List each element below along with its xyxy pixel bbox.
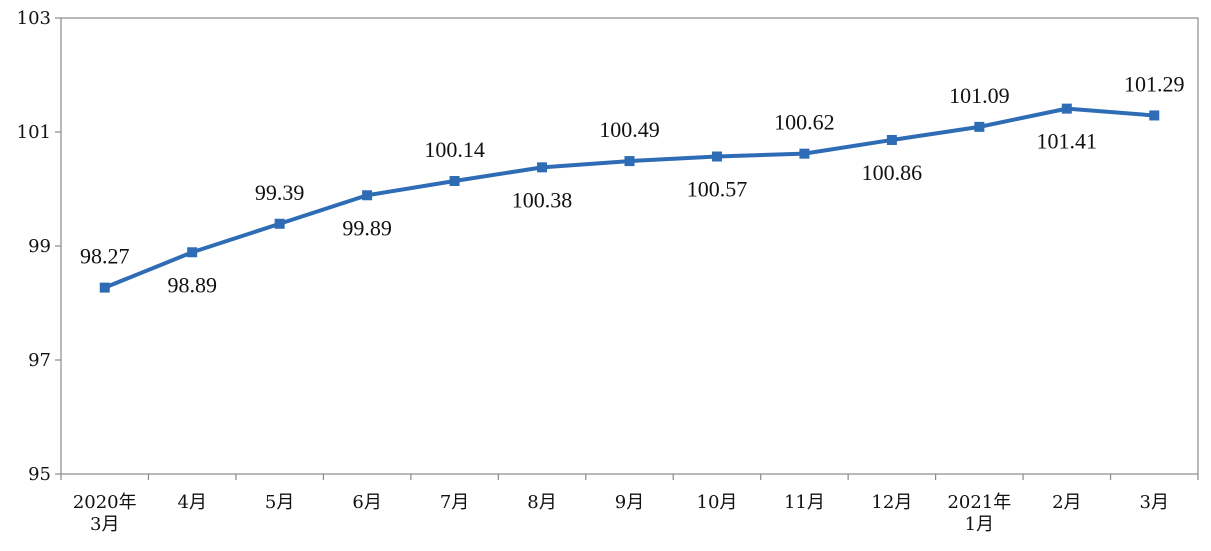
x-tick-label: 7月 [440,492,469,513]
data-point [799,148,810,159]
data-label: 100.14 [424,137,485,162]
y-tick-label: 99 [28,236,51,257]
data-label: 100.86 [862,160,923,185]
data-point [537,162,548,173]
y-tick-label: 97 [28,350,51,371]
x-tick-label-line: 5月 [265,492,294,513]
data-point [711,151,722,162]
data-point [362,190,373,201]
x-tick-label: 12月 [871,492,912,513]
x-tick-label: 5月 [265,492,294,513]
x-tick-label-line: 4月 [177,492,206,513]
x-tick-label-line: 1月 [965,514,994,535]
x-tick-label: 2月 [1052,492,1081,513]
data-point [974,121,985,132]
x-tick-label-line: 12月 [871,492,912,513]
data-label: 100.49 [599,117,660,142]
x-tick-label: 4月 [177,492,206,513]
data-label: 100.62 [774,110,835,135]
y-tick-label: 103 [17,8,51,29]
x-tick-label-line: 9月 [615,492,644,513]
x-tick-label-line: 10月 [697,492,738,513]
data-point [187,247,198,258]
x-tick-label: 2021年 1月 [947,492,1011,535]
x-tick-label-line: 11月 [784,492,825,513]
x-tick-label-line: 3月 [90,514,119,535]
x-tick-label-line: 3月 [1140,492,1169,513]
data-label: 101.41 [1037,129,1098,154]
x-tick-label: 3月 [1140,492,1169,513]
x-tick-label: 10月 [697,492,738,513]
x-tick-label: 6月 [352,492,381,513]
y-tick-label: 95 [28,464,51,485]
data-label: 99.39 [255,180,305,205]
data-label: 99.89 [342,215,392,240]
data-point [274,218,285,229]
x-tick-label: 2020年 3月 [73,492,137,535]
data-point [886,134,897,145]
data-label: 100.57 [687,177,748,202]
data-label: 101.09 [949,83,1010,108]
x-tick-label-line: 6月 [352,492,381,513]
x-tick-label-line: 2021年 [947,492,1011,513]
x-tick-label: 11月 [784,492,825,513]
data-point [99,282,110,293]
plot-frame [60,17,1199,475]
x-tick-label-line: 7月 [440,492,469,513]
x-tick-label: 9月 [615,492,644,513]
data-point [1061,103,1072,114]
data-label: 98.27 [80,244,130,269]
data-point [1149,110,1160,121]
x-tick-label: 8月 [527,492,556,513]
y-tick-label: 101 [17,122,51,143]
data-label: 98.89 [167,272,217,297]
data-point [624,156,635,167]
x-tick-label-line: 2月 [1052,492,1081,513]
x-tick-label-line: 8月 [527,492,556,513]
data-label: 100.38 [512,187,573,212]
data-point [449,176,460,187]
data-label: 101.29 [1124,71,1185,96]
x-tick-label-line: 2020年 [73,492,137,513]
